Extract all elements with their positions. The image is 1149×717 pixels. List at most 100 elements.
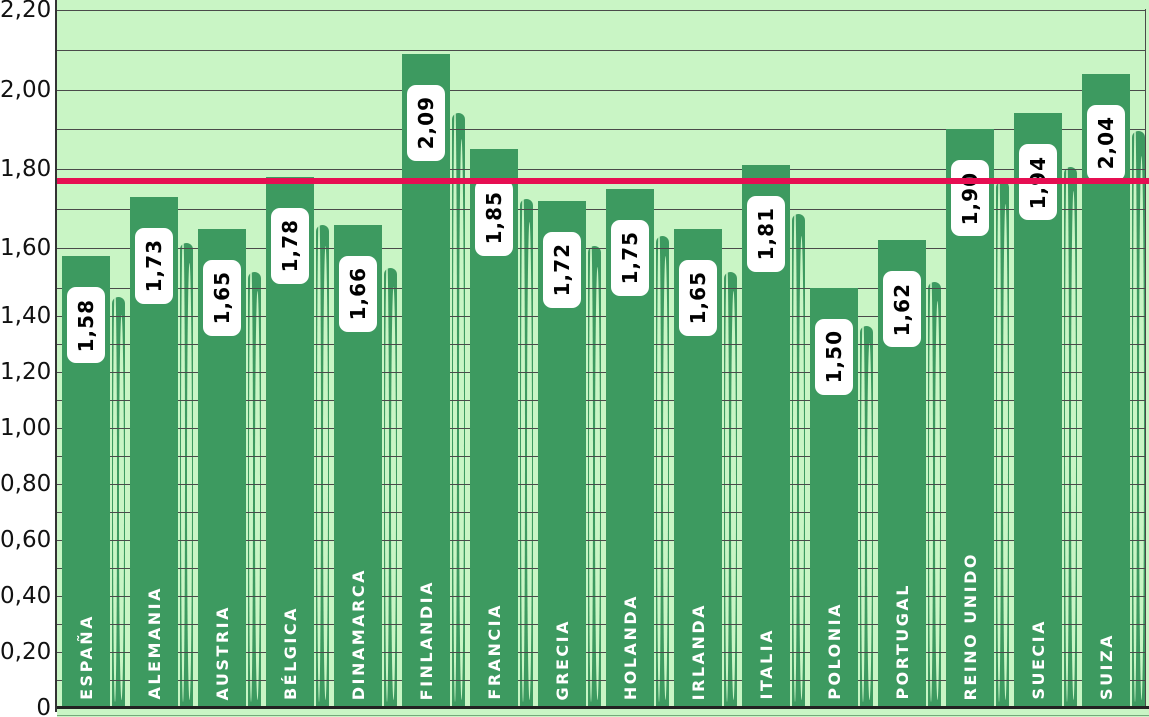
bar-highlight-streak xyxy=(527,221,532,700)
country-label-grecia: GRECIA xyxy=(538,619,586,700)
value-badge-dinamarca: 1,66 xyxy=(339,255,377,332)
bar-highlight-streak xyxy=(929,268,933,702)
bar-highlight-streak xyxy=(997,163,1001,702)
gridline-0.8 xyxy=(57,484,1145,485)
value-badge-portugal: 1,62 xyxy=(883,271,921,348)
gridline-2.0 xyxy=(57,89,1145,91)
gridline-0.9 xyxy=(57,456,1145,457)
gridline-0.1 xyxy=(57,680,1145,681)
y-axis-tick-label-1.00: 1,00 xyxy=(0,415,52,441)
country-label-text: SUIZA xyxy=(1096,633,1116,700)
country-label-text: REINO UNIDO xyxy=(960,551,980,700)
value-badge-text: 1,62 xyxy=(890,282,914,337)
bar-highlight-streak xyxy=(1065,149,1069,702)
gridline-0.6 xyxy=(57,540,1145,541)
y-axis-tick-label-0.20: 0,20 xyxy=(0,639,52,665)
bar-highlight-streak xyxy=(323,245,328,700)
value-badge-reino-unido: 1,90 xyxy=(951,160,989,237)
bar-highlight-streak xyxy=(187,263,192,700)
country-label-text: SUECIA xyxy=(1028,619,1048,700)
y-axis-tick-label-2.20: 2,20 xyxy=(0,0,52,24)
value-badge-austria: 1,65 xyxy=(203,259,241,336)
country-label-alemania: ALEMANIA xyxy=(130,586,178,700)
bar-highlight-streak xyxy=(317,208,321,702)
y-axis-tick-label-1.20: 1,20 xyxy=(0,359,52,385)
bar-highlight-streak xyxy=(181,227,185,702)
bar-highlight-streak xyxy=(391,287,396,700)
value-badge-suiza: 2,04 xyxy=(1087,104,1125,181)
bar-highlight-streak xyxy=(521,182,525,702)
value-badge-irlanda: 1,65 xyxy=(679,259,717,336)
country-label-finlandia: FINLANDIA xyxy=(402,580,450,700)
gridline-1.5 xyxy=(57,288,1145,289)
country-label-italia: ITALIA xyxy=(742,628,790,700)
bar-highlight-streak xyxy=(663,256,668,700)
gridline-1.2 xyxy=(57,372,1145,373)
gridline-1.6 xyxy=(57,248,1145,250)
y-axis-tick-label-1.60: 1,60 xyxy=(0,235,52,262)
country-label-reino-unido: REINO UNIDO xyxy=(946,552,994,700)
value-badge-belgica: 1,78 xyxy=(271,207,309,284)
bar-highlight-streak xyxy=(861,313,865,702)
gridline-1.8 xyxy=(57,168,1145,170)
country-label-text: GRECIA xyxy=(552,618,572,700)
country-label-text: ALEMANIA xyxy=(144,586,164,700)
country-label-text: BÉLGICA xyxy=(280,605,300,700)
gridline-1.4 xyxy=(57,316,1145,317)
bar-highlight-streak xyxy=(113,283,117,702)
bar-highlight-streak xyxy=(119,315,124,700)
country-label-irlanda: IRLANDA xyxy=(674,603,722,700)
value-badge-espana: 1,58 xyxy=(67,287,105,364)
value-badge-francia: 1,85 xyxy=(475,180,513,256)
value-badge-text: 1,66 xyxy=(346,266,370,321)
bar-highlight-streak xyxy=(1133,111,1137,702)
bar-highlight-streak xyxy=(453,93,457,702)
gridline-0.5 xyxy=(57,568,1145,569)
y-axis-tick-label-0.60: 0,60 xyxy=(0,527,52,553)
country-label-portugal: PORTUGAL xyxy=(878,583,926,700)
y-axis-tick-label-0.40: 0,40 xyxy=(0,583,52,609)
country-label-francia: FRANCIA xyxy=(470,603,518,700)
y-axis-tick-label-2.00: 2,00 xyxy=(0,76,52,103)
value-badge-text: 2,09 xyxy=(414,96,438,150)
value-badge-text: 1,73 xyxy=(142,239,166,293)
bar-highlight-streak xyxy=(595,266,600,700)
country-label-text: POLONIA xyxy=(824,602,844,700)
country-label-belgica: BÉLGICA xyxy=(266,606,314,700)
gridline-0.2 xyxy=(57,652,1145,653)
gridline-0.4 xyxy=(57,596,1145,597)
bar-highlight-streak xyxy=(867,342,872,700)
value-badge-finlandia: 2,09 xyxy=(407,84,445,161)
bottom-edge-line xyxy=(57,715,1149,716)
value-badge-text: 1,72 xyxy=(550,243,574,297)
bar-highlight-streak xyxy=(793,197,797,702)
country-label-text: AUSTRIA xyxy=(212,604,232,700)
bar-finlandia xyxy=(402,53,450,708)
bar-highlight-streak xyxy=(799,235,804,700)
gridline-1.7 xyxy=(57,208,1145,210)
y-axis-line xyxy=(55,0,57,712)
country-label-polonia: POLONIA xyxy=(810,602,858,700)
value-badge-text: 1,85 xyxy=(482,191,506,245)
country-label-austria: AUSTRIA xyxy=(198,605,246,700)
value-badge-text: 1,58 xyxy=(74,298,98,352)
value-badge-text: 1,81 xyxy=(754,207,778,261)
country-label-dinamarca: DINAMARCA xyxy=(334,568,382,700)
value-badge-polonia: 1,50 xyxy=(815,319,853,395)
country-label-text: IRLANDA xyxy=(688,602,708,700)
gridline-1.3 xyxy=(57,344,1145,345)
bar-highlight-streak xyxy=(1071,190,1076,700)
x-axis-line xyxy=(57,706,1149,709)
country-label-text: FINLANDIA xyxy=(416,579,436,700)
value-badge-alemania: 1,73 xyxy=(135,227,173,304)
bar-highlight-streak xyxy=(1003,204,1008,700)
value-badge-text: 1,75 xyxy=(618,231,642,285)
value-badge-text: 2,04 xyxy=(1094,115,1118,170)
country-label-text: FRANCIA xyxy=(484,603,504,700)
gridline-0.3 xyxy=(57,624,1145,625)
value-badge-text: 1,50 xyxy=(822,330,846,384)
country-label-suecia: SUECIA xyxy=(1014,619,1062,700)
gridline-2.1 xyxy=(57,49,1145,51)
country-label-espana: ESPAÑA xyxy=(62,614,110,700)
